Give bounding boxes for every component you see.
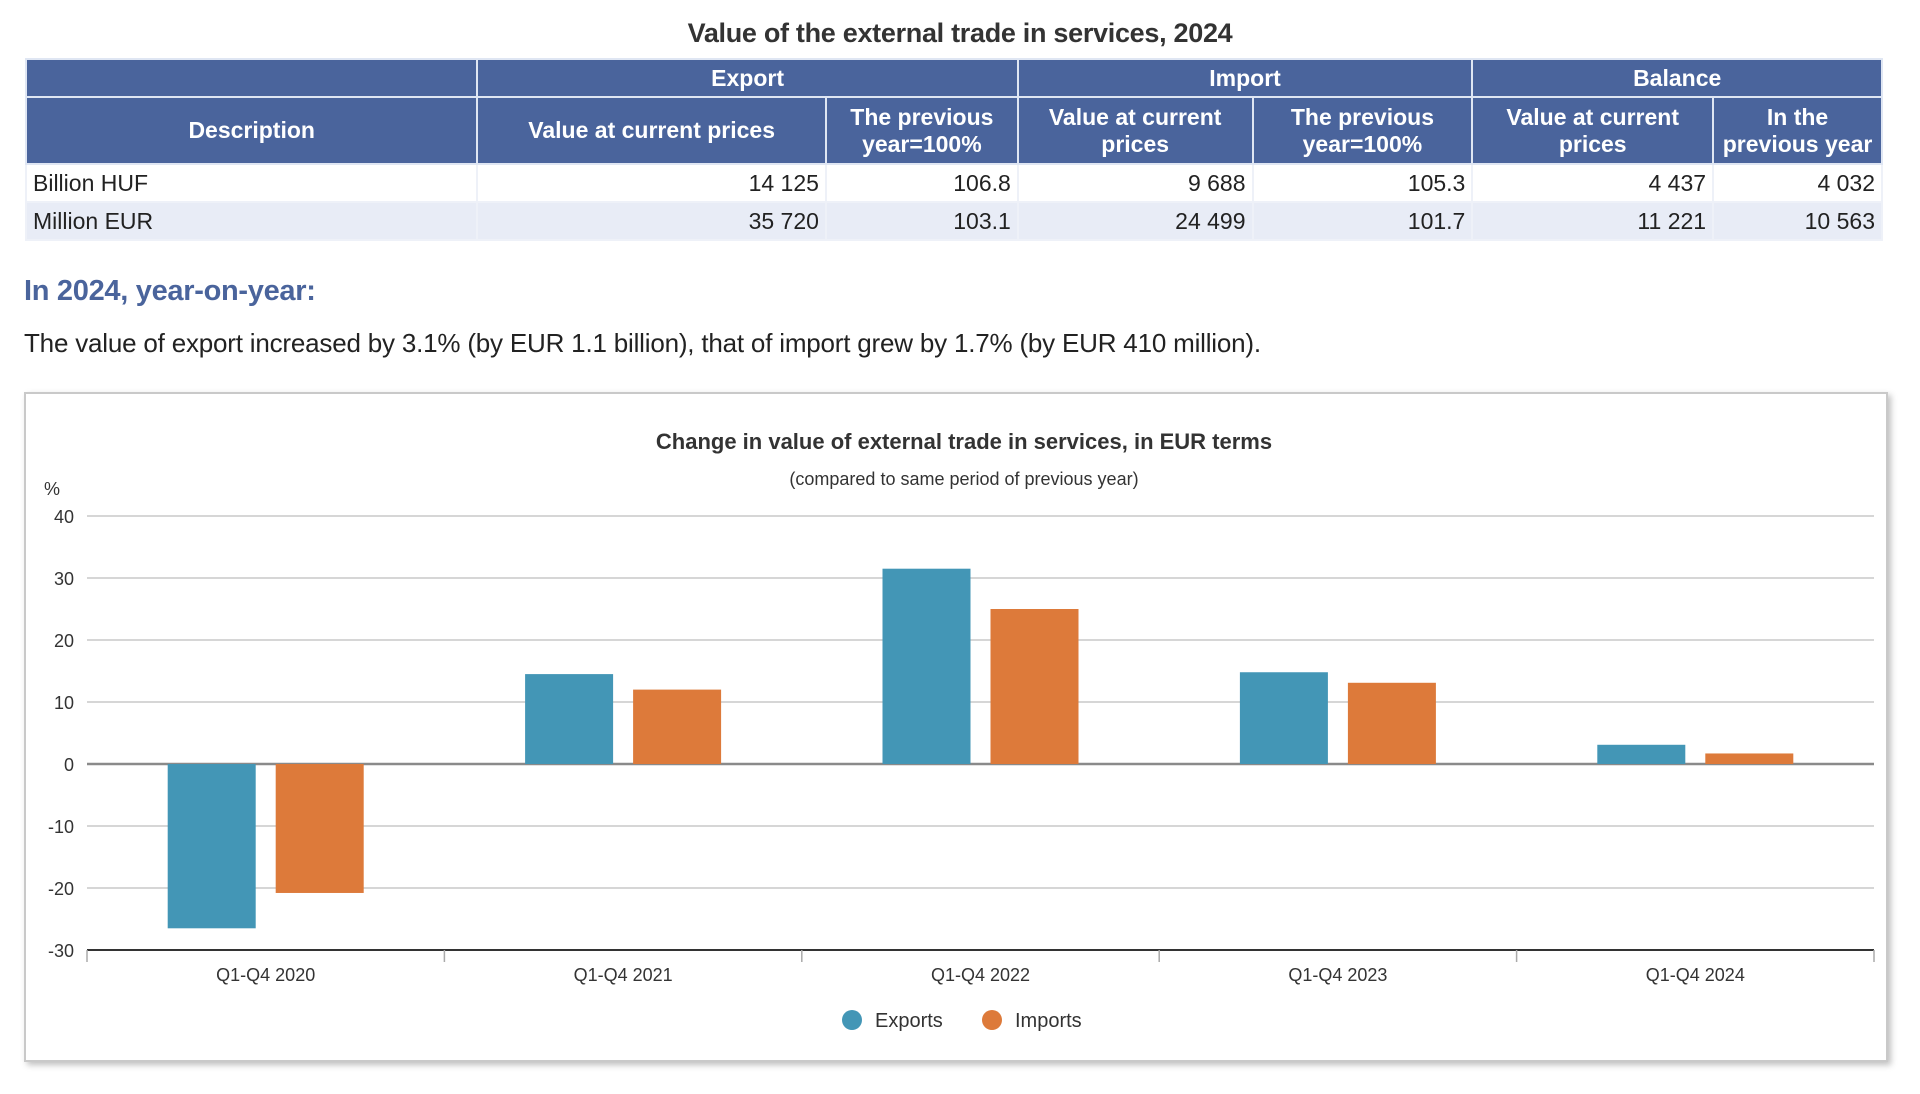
table-cell: 101.7	[1251, 201, 1474, 241]
chart-subtitle: (compared to same period of previous yea…	[789, 469, 1138, 489]
bar-exports-4[interactable]	[1597, 744, 1686, 764]
y-tick-label: -20	[48, 879, 74, 899]
table-cell: 4 437	[1471, 163, 1715, 203]
y-tick-label: 30	[54, 569, 74, 589]
x-tick-label: Q1-Q4 2020	[216, 965, 315, 985]
table-cell: 11 221	[1471, 201, 1715, 241]
y-tick-label: 0	[64, 755, 74, 775]
x-tick-label: Q1-Q4 2022	[931, 965, 1030, 985]
group-header-balance: Balance	[1471, 58, 1883, 98]
x-tick-label: Q1-Q4 2024	[1646, 965, 1745, 985]
summary-text: The value of export increased by 3.1% (b…	[24, 328, 1261, 358]
table-cell: 14 125	[476, 163, 827, 203]
column-header-import-index: The previous year=100%	[1251, 96, 1474, 165]
table-cell: 4 032	[1712, 163, 1883, 203]
y-tick-label: -30	[48, 941, 74, 961]
table-cell: 103.1	[824, 201, 1019, 241]
legend-marker-icon	[982, 1010, 1002, 1030]
legend: Exports Imports	[842, 1010, 1082, 1032]
y-tick-label: 20	[54, 631, 74, 651]
bar-exports-2[interactable]	[882, 568, 971, 764]
column-header-export-value: Value at current prices	[476, 96, 827, 165]
bar-exports-3[interactable]	[1239, 672, 1328, 764]
y-tick-labels: 40 30 20 10 0 -10 -20 -30	[48, 507, 74, 961]
table-row: Billion HUF 14 125 106.8 9 688 105.3 4 4…	[24, 163, 1883, 203]
y-axis-label: %	[44, 479, 60, 499]
group-header-export: Export	[476, 58, 1019, 98]
x-axis: Q1-Q4 2020 Q1-Q4 2021 Q1-Q4 2022 Q1-Q4 2023…	[86, 949, 1875, 985]
gridlines	[87, 515, 1874, 889]
bar-chart: Change in value of external trade in ser…	[44, 429, 1875, 1032]
row-label: Million EUR	[24, 201, 479, 241]
group-header-blank	[24, 58, 479, 98]
bar-imports-1[interactable]	[633, 689, 722, 764]
legend-marker-icon	[842, 1010, 862, 1030]
y-tick-label: 40	[54, 507, 74, 527]
summary-heading: In 2024, year-on-year:	[24, 275, 316, 307]
chart-container: Change in value of external trade in ser…	[24, 392, 1888, 1062]
table-cell: 105.3	[1251, 163, 1474, 203]
bar-imports-0[interactable]	[275, 764, 364, 893]
column-header-balance-value: Value at current prices	[1471, 96, 1715, 165]
bar-exports-0[interactable]	[167, 764, 256, 929]
table-title: Value of the external trade in services,…	[687, 18, 1233, 48]
y-tick-label: -10	[48, 817, 74, 837]
group-header-import: Import	[1016, 58, 1474, 98]
bars	[167, 568, 1794, 929]
legend-label: Imports	[1015, 1010, 1082, 1032]
bar-imports-4[interactable]	[1705, 753, 1794, 764]
legend-label: Exports	[875, 1010, 943, 1032]
trade-table: Export Import Balance Description Value …	[24, 58, 1883, 241]
column-header-export-index: The previous year=100%	[824, 96, 1019, 165]
y-tick-label: 10	[54, 693, 74, 713]
legend-item-imports[interactable]: Imports	[982, 1010, 1082, 1032]
legend-item-exports[interactable]: Exports	[842, 1010, 943, 1032]
column-header-balance-previous: In the previous year	[1712, 96, 1883, 165]
table-cell: 35 720	[476, 201, 827, 241]
table-cell: 106.8	[824, 163, 1019, 203]
x-tick-label: Q1-Q4 2021	[574, 965, 673, 985]
bar-exports-1[interactable]	[525, 674, 614, 764]
table-row: Million EUR 35 720 103.1 24 499 101.7 11…	[24, 201, 1883, 241]
x-tick-label: Q1-Q4 2023	[1288, 965, 1387, 985]
row-label: Billion HUF	[24, 163, 479, 203]
table-cell: 9 688	[1016, 163, 1254, 203]
chart-title: Change in value of external trade in ser…	[656, 429, 1272, 454]
bar-imports-3[interactable]	[1347, 682, 1436, 764]
bar-imports-2[interactable]	[990, 609, 1079, 764]
column-header-import-value: Value at current prices	[1016, 96, 1254, 165]
column-header-description: Description	[24, 96, 479, 165]
table-cell: 24 499	[1016, 201, 1254, 241]
table-cell: 10 563	[1712, 201, 1883, 241]
